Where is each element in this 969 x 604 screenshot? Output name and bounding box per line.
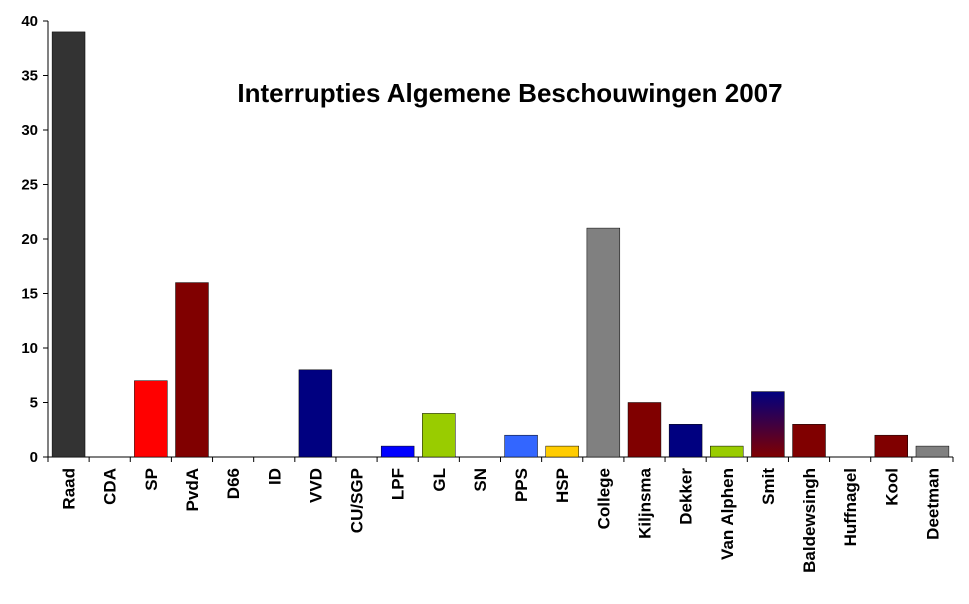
bar-kiljnsma — [627, 402, 662, 458]
bar-raad — [51, 31, 86, 458]
category-label: CDA — [101, 468, 120, 505]
category-label: SN — [471, 468, 490, 492]
category-label: Smit — [759, 468, 778, 505]
bar-deetman — [915, 445, 950, 458]
category-label: Deetman — [923, 468, 942, 540]
category-label: SP — [142, 468, 161, 491]
bar-kool — [874, 434, 908, 458]
y-tick-label: 10 — [21, 340, 38, 357]
y-tick-label: 35 — [21, 68, 38, 85]
bar-pps — [504, 434, 538, 458]
category-label: GL — [430, 468, 449, 492]
category-label: Van Alphen — [718, 468, 737, 560]
y-tick-label: 30 — [21, 122, 38, 139]
category-label: Kool — [882, 468, 901, 506]
x-axis — [47, 456, 954, 462]
y-tick-label: 15 — [21, 286, 38, 303]
category-label: Baldewsingh — [800, 468, 819, 573]
bar-college — [586, 227, 621, 458]
category-label: HSP — [553, 468, 572, 503]
bar-gl — [422, 413, 456, 458]
category-label: Dekker — [677, 468, 696, 525]
category-label: Huffnagel — [841, 468, 860, 546]
category-label: CU/SGP — [348, 468, 367, 533]
bar-dekker — [668, 424, 703, 458]
bars — [51, 31, 950, 458]
bar-baldewsingh — [792, 424, 826, 458]
category-label: LPF — [389, 468, 408, 500]
bar-lpf — [380, 445, 415, 458]
bar-pvda — [175, 282, 209, 458]
bar-smit — [751, 391, 785, 458]
category-label: D66 — [224, 468, 243, 499]
category-label: ID — [265, 468, 284, 485]
y-tick-label: 0 — [30, 449, 38, 466]
category-label: PvdA — [183, 468, 202, 511]
chart-title: Interrupties Algemene Beschouwingen 2007 — [237, 78, 782, 108]
category-label: VVD — [306, 468, 325, 503]
category-label: Raad — [60, 468, 79, 510]
category-labels: Raad CDA SP PvdA D66 ID VVD CU/SGP LPF GL SN PPS HSP… — [60, 467, 943, 572]
y-tick-label: 25 — [21, 177, 38, 194]
y-tick-label: 5 — [30, 395, 38, 412]
bar-van-alphen — [710, 445, 744, 458]
category-label: College — [594, 468, 613, 529]
y-axis: 0 5 10 15 20 25 30 35 40 — [21, 13, 49, 466]
bar-vvd — [298, 369, 333, 458]
y-tick-label: 40 — [21, 13, 38, 30]
bar-sp — [134, 380, 168, 458]
category-label: PPS — [512, 468, 531, 502]
y-tick-label: 20 — [21, 231, 38, 248]
bar-hsp — [545, 445, 579, 458]
category-label: Kiljnsma — [635, 467, 654, 538]
